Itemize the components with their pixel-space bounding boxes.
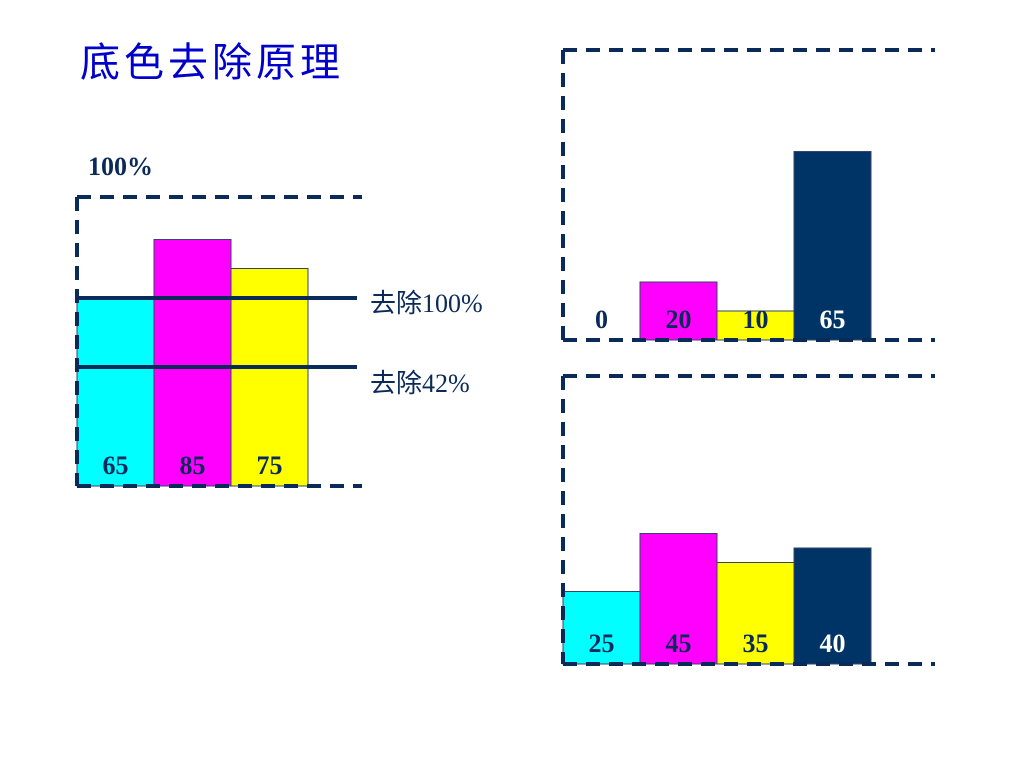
chart1-bar-m	[153, 239, 232, 487]
chart3-bar-m	[639, 533, 718, 665]
chart3-bar-k	[793, 547, 872, 665]
chart2-bar-y	[716, 310, 795, 341]
chart2-value-label-y: 10	[743, 305, 769, 334]
remove-100-label: 去除100%	[370, 289, 483, 318]
chart3-value-label-y: 35	[743, 629, 769, 658]
chart3-bar-y	[716, 562, 795, 665]
chart3-value-label-k: 40	[820, 629, 846, 658]
remove-42-label: 去除42%	[370, 369, 470, 398]
chart1-bar-y	[230, 268, 309, 487]
chart3-bar-c	[562, 591, 641, 665]
page-title: 底色去除原理	[80, 40, 344, 86]
chart2-bar-k	[793, 151, 872, 341]
chart3-value-label-c: 25	[589, 629, 615, 658]
chart2-bar-m	[639, 281, 718, 341]
chart2-value-label-c: 0	[595, 305, 608, 334]
chart1-value-label-m: 85	[180, 451, 206, 480]
chart2-value-label-m: 20	[666, 305, 692, 334]
max-label: 100%	[88, 152, 153, 181]
chart1-bar-c	[76, 297, 155, 487]
chart2-value-label-k: 65	[820, 305, 846, 334]
chart1-value-label-c: 65	[103, 451, 129, 480]
chart1-value-label-y: 75	[257, 451, 283, 480]
chart3-value-label-m: 45	[666, 629, 692, 658]
